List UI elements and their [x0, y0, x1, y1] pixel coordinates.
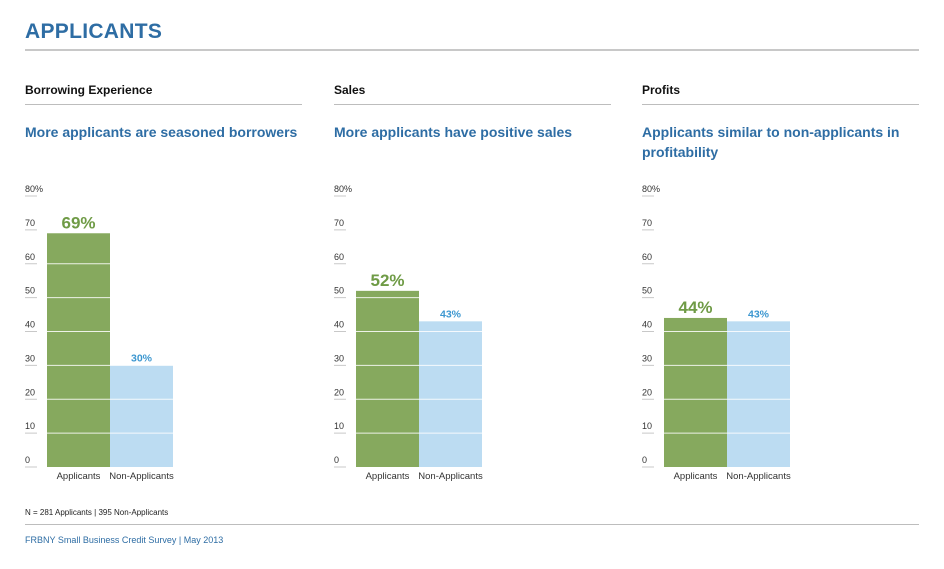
footer-divider: [25, 524, 919, 525]
y-tick-label: 30: [25, 353, 35, 363]
y-tick-label: 10: [25, 421, 35, 431]
bar-non-applicants: [727, 321, 790, 467]
panel-divider: [642, 104, 919, 105]
data-label: 52%: [370, 271, 404, 290]
y-tick-label: 10: [334, 421, 344, 431]
y-tick-label: 50: [25, 286, 35, 296]
y-tick-label: 0: [642, 455, 647, 465]
bar-non-applicants: [110, 365, 173, 467]
panel-sales: Sales More applicants have positive sale…: [334, 0, 611, 500]
y-tick-label: 30: [642, 353, 652, 363]
y-tick-label: 80%: [25, 184, 43, 194]
y-tick-label: 10: [642, 421, 652, 431]
bar-applicants: [356, 290, 419, 467]
y-tick-label: 40: [25, 320, 35, 330]
y-tick-label: 20: [642, 387, 652, 397]
sample-size-note: N = 281 Applicants | 395 Non-Applicants: [25, 508, 169, 517]
page-title: APPLICANTS: [25, 20, 163, 43]
x-tick-label: Non-Applicants: [109, 471, 174, 482]
footer-source: FRBNY Small Business Credit Survey | May…: [25, 535, 224, 545]
y-tick-label: 20: [334, 387, 344, 397]
y-tick-label: 20: [25, 387, 35, 397]
y-tick-label: 30: [334, 353, 344, 363]
panel-divider: [334, 104, 611, 105]
panel-heading: Profits: [642, 83, 681, 97]
x-tick-label: Applicants: [366, 471, 410, 482]
y-tick-label: 60: [25, 252, 35, 262]
panel-subtitle: More applicants have positive sales: [334, 124, 573, 140]
y-tick-label: 60: [334, 252, 344, 262]
panel-divider: [25, 104, 302, 105]
y-tick-label: 70: [25, 218, 35, 228]
y-tick-label: 80%: [334, 184, 352, 194]
panel-subtitle: More applicants are seasoned borrowers: [25, 124, 298, 140]
y-tick-label: 60: [642, 252, 652, 262]
y-tick-label: 50: [642, 286, 652, 296]
y-tick-label: 80%: [642, 184, 660, 194]
data-label: 43%: [440, 308, 462, 320]
bar-applicants: [47, 233, 110, 467]
panel-borrowing-experience: Borrowing Experience More applicants are…: [25, 0, 302, 500]
y-tick-label: 0: [25, 455, 30, 465]
panel-heading: Sales: [334, 83, 366, 97]
y-tick-label: 70: [642, 218, 652, 228]
panel-subtitle: Applicants similar to non-applicants in …: [642, 124, 900, 160]
y-tick-label: 40: [334, 320, 344, 330]
bar-non-applicants: [419, 321, 482, 467]
data-label: 43%: [748, 308, 770, 320]
data-label: 30%: [131, 352, 153, 364]
bar-chart: 0 10 20 30 40 50 60 70 80% 44% 43% Applicants Non-Ap…: [642, 184, 791, 482]
y-tick-label: 0: [334, 455, 339, 465]
x-tick-label: Applicants: [674, 471, 718, 482]
y-tick-label: 40: [642, 320, 652, 330]
bar-chart: 0 10 20 30 40 50 60 70 80% 52% 43% Applicants Non-Ap…: [334, 184, 483, 482]
y-tick-label: 50: [334, 286, 344, 296]
bar-chart: 0 10 20 30 40 50 60 70 80% 69% 30% Applicants Non-Ap…: [25, 184, 174, 482]
data-label: 44%: [678, 298, 712, 317]
y-tick-label: 70: [334, 218, 344, 228]
data-label: 69%: [61, 213, 95, 232]
x-tick-label: Non-Applicants: [726, 471, 791, 482]
x-tick-label: Non-Applicants: [418, 471, 483, 482]
panel-heading: Borrowing Experience: [25, 83, 153, 97]
bar-applicants: [664, 317, 727, 467]
panel-profits: Profits Applicants similar to non-applic…: [642, 0, 919, 500]
x-tick-label: Applicants: [57, 471, 101, 482]
title-divider: [25, 49, 919, 51]
